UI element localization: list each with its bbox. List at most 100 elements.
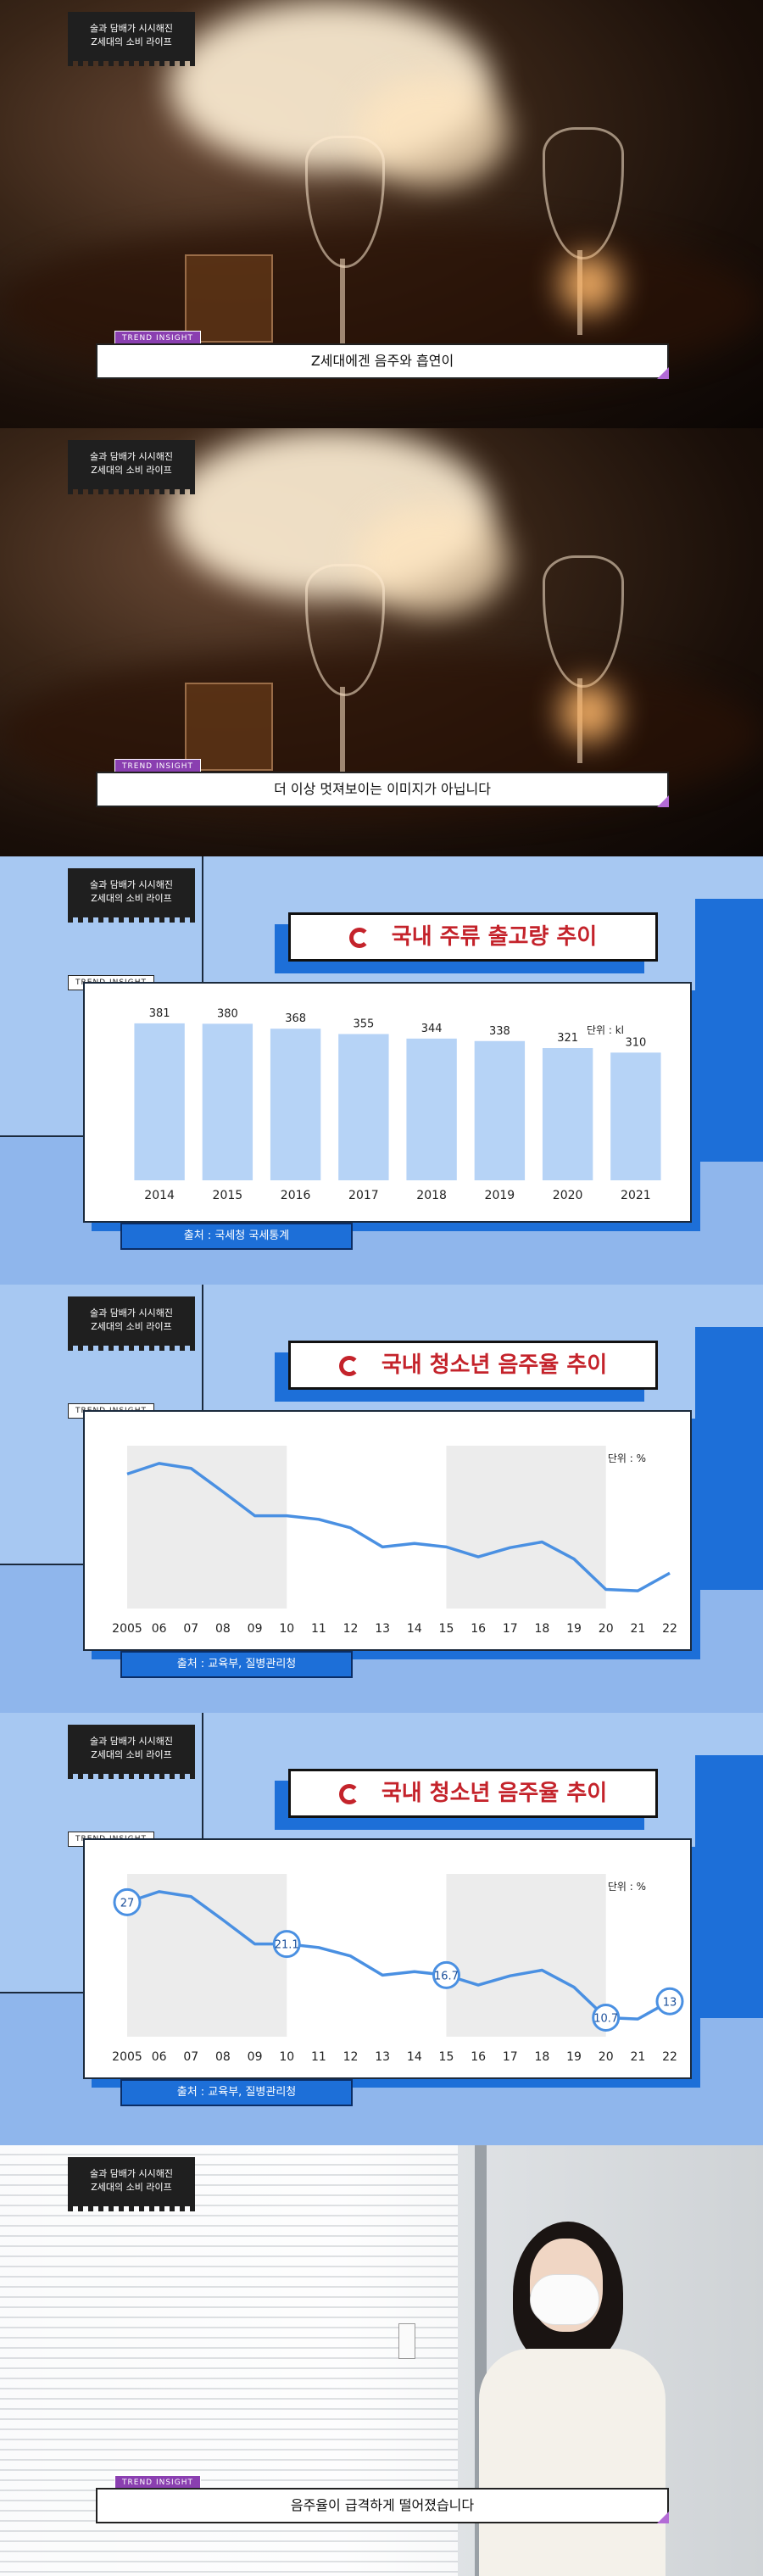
x-tick-label: 2017 <box>348 1189 379 1202</box>
bar <box>542 1048 593 1180</box>
x-tick-label: 14 <box>407 2050 422 2064</box>
face-mask <box>530 2274 599 2325</box>
x-tick-label: 22 <box>662 2050 677 2064</box>
caption: 음주율이 급격하게 떨어졌습니다 <box>96 2488 669 2523</box>
x-tick-label: 06 <box>152 1622 167 1636</box>
x-tick-label: 2018 <box>416 1189 447 1202</box>
bg-block <box>695 1327 763 1590</box>
chart-title: 국내 청소년 음주율 추이 <box>288 1769 658 1818</box>
slide-youth-drinking-chart: 술과 담배가 시시해진 Z세대의 소비 라이프 국내 청소년 음주율 추이 TR… <box>0 1285 763 1713</box>
slide-woman-mask: 술과 담배가 시시해진 Z세대의 소비 라이프 TREND INSIGHT 음주… <box>0 2145 763 2576</box>
x-tick-label: 08 <box>215 1622 231 1636</box>
badge-line2: Z세대의 소비 라이프 <box>91 1749 172 1760</box>
x-tick-label: 09 <box>248 2050 263 2064</box>
bg-block <box>695 1755 763 2018</box>
slide-youth-drinking-chart-highlighted: 술과 담배가 시시해진 Z세대의 소비 라이프 국내 청소년 음주율 추이 TR… <box>0 1713 763 2145</box>
caption: 더 이상 멋져보이는 이미지가 아닙니다 <box>96 772 669 807</box>
badge-line2: Z세대의 소비 라이프 <box>91 893 172 904</box>
data-label: 10.7 <box>593 2012 618 2025</box>
x-tick-label: 18 <box>534 2050 549 2064</box>
chart-title-text: 국내 청소년 음주율 추이 <box>381 1781 608 1806</box>
badge-line2: Z세대의 소비 라이프 <box>91 465 172 476</box>
x-tick-label: 21 <box>630 1622 645 1636</box>
chart-card: 단위 : kl 381 2014 380 2015 368 2016 355 2017 344 2… <box>83 982 692 1223</box>
highlight-point <box>655 1987 684 2016</box>
chart-card: 단위 : % 2005 06 07 08 09 10 11 12 13 14 15 16 17 18 19 2… <box>83 1410 692 1651</box>
brand-logo-icon <box>338 1783 359 1804</box>
highlight-point <box>272 1930 301 1959</box>
slide-wine-2: 술과 담배가 시시해진 Z세대의 소비 라이프 TREND INSIGHT 더 … <box>0 428 763 856</box>
wine-glass-stem <box>340 259 345 343</box>
source-label: 출처 : 교육부, 질병관리청 <box>120 1651 353 1678</box>
x-tick-label: 15 <box>439 2050 454 2064</box>
bar-value-label: 344 <box>421 1023 443 1035</box>
x-tick-label: 2019 <box>485 1189 515 1202</box>
x-tick-label: 2005 <box>112 1622 142 1636</box>
x-tick-label: 17 <box>503 2050 518 2064</box>
shaded-period <box>446 1446 606 1609</box>
x-tick-label: 2016 <box>281 1189 311 1202</box>
bar-value-label: 380 <box>217 1007 238 1020</box>
shaded-period <box>446 1874 606 2037</box>
highlight-point <box>113 1887 142 1916</box>
series-line <box>126 1462 671 1592</box>
bar-value-label: 310 <box>625 1036 646 1049</box>
x-tick-label: 16 <box>471 1622 486 1636</box>
x-tick-label: 11 <box>311 1622 326 1636</box>
x-tick-label: 19 <box>566 2050 582 2064</box>
x-tick-label: 15 <box>439 1622 454 1636</box>
shaded-period <box>127 1446 287 1609</box>
x-tick-label: 12 <box>343 2050 359 2064</box>
x-tick-label: 16 <box>471 2050 486 2064</box>
bar <box>270 1029 321 1180</box>
series-badge: 술과 담배가 시시해진 Z세대의 소비 라이프 <box>68 868 195 923</box>
source-label: 출처 : 교육부, 질병관리청 <box>120 2079 353 2106</box>
badge-line2: Z세대의 소비 라이프 <box>91 2182 172 2193</box>
bar-value-label: 368 <box>285 1012 306 1025</box>
badge-line1: 술과 담배가 시시해진 <box>89 2168 174 2179</box>
x-tick-label: 2014 <box>144 1189 175 1202</box>
x-tick-label: 13 <box>375 2050 390 2064</box>
data-label: 13 <box>663 1996 677 2009</box>
badge-line1: 술과 담배가 시시해진 <box>89 451 174 462</box>
x-tick-label: 22 <box>662 1622 677 1636</box>
chart-title-text: 국내 청소년 음주율 추이 <box>381 1352 608 1378</box>
x-tick-label: 2021 <box>621 1189 651 1202</box>
x-tick-label: 09 <box>248 1622 263 1636</box>
x-tick-label: 21 <box>630 2050 645 2064</box>
x-tick-label: 14 <box>407 1622 422 1636</box>
shaded-period <box>127 1874 287 2037</box>
series-line <box>126 1890 671 2021</box>
wine-glass-stem <box>340 687 345 772</box>
bar <box>134 1023 185 1180</box>
bar <box>202 1023 253 1180</box>
series-badge: 술과 담배가 시시해진 Z세대의 소비 라이프 <box>68 12 195 66</box>
chart-title: 국내 주류 출고량 추이 <box>288 912 658 962</box>
candle-light <box>560 683 619 742</box>
x-tick-label: 11 <box>311 2050 326 2064</box>
x-tick-label: 20 <box>599 1622 614 1636</box>
x-tick-label: 12 <box>343 1622 359 1636</box>
bar-value-label: 321 <box>557 1032 578 1045</box>
brand-logo-icon <box>348 927 370 948</box>
x-tick-label: 17 <box>503 1622 518 1636</box>
bar-value-label: 355 <box>353 1018 374 1031</box>
series-badge: 술과 담배가 시시해진 Z세대의 소비 라이프 <box>68 1296 195 1351</box>
x-tick-label: 2020 <box>553 1189 583 1202</box>
candle-holder <box>185 254 273 343</box>
bar <box>474 1040 526 1180</box>
badge-line2: Z세대의 소비 라이프 <box>91 1321 172 1332</box>
x-tick-label: 06 <box>152 2050 167 2064</box>
x-tick-label: 07 <box>183 1622 198 1636</box>
x-tick-label: 18 <box>534 1622 549 1636</box>
bar-value-label: 338 <box>489 1025 510 1038</box>
brand-logo-icon <box>338 1355 359 1376</box>
unit-label: 단위 : % <box>607 1881 646 1893</box>
bar <box>406 1038 457 1180</box>
blouse <box>479 2349 666 2576</box>
x-tick-label: 08 <box>215 2050 231 2064</box>
highlight-point <box>592 2003 621 2032</box>
highlight-point <box>432 1960 460 1989</box>
chart-title-text: 국내 주류 출고량 추이 <box>391 924 598 950</box>
badge-line1: 술과 담배가 시시해진 <box>89 879 174 890</box>
